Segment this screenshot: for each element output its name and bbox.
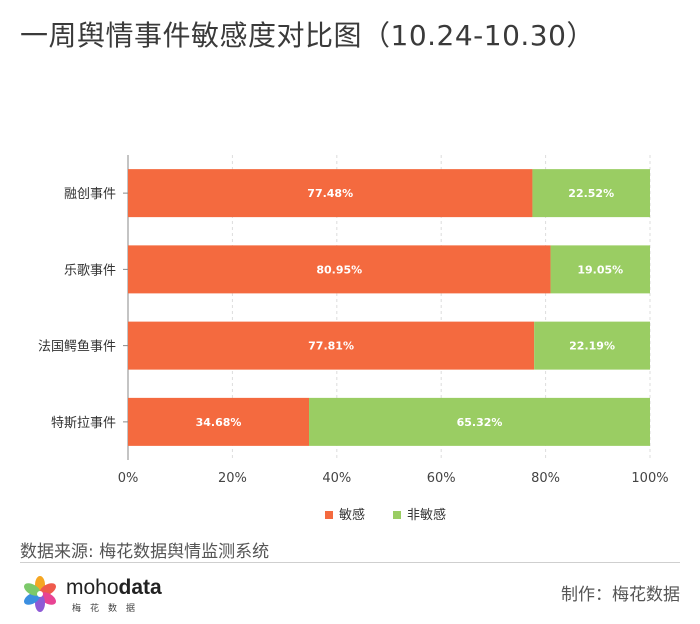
bar-segment	[128, 397, 310, 446]
logo-subtitle: 梅花数据	[72, 604, 145, 614]
legend-swatch	[393, 511, 401, 519]
x-tick-label: 40%	[322, 471, 351, 486]
credit-text: 制作：梅花数据	[561, 585, 680, 605]
bar-segment	[534, 321, 650, 370]
bar-segment	[309, 397, 650, 446]
category-label: 融创事件	[64, 187, 116, 202]
data-label: 19.05%	[577, 263, 623, 276]
footer-divider	[20, 562, 680, 563]
data-label: 34.68%	[196, 416, 242, 429]
chart-title: 一周舆情事件敏感度对比图（10.24-10.30）	[20, 19, 595, 52]
mohodata-logo: mohodata 梅花数据	[20, 574, 170, 614]
bar-segment	[532, 169, 650, 218]
data-label: 22.19%	[569, 340, 615, 353]
category-label: 法国鳄鱼事件	[38, 339, 116, 355]
x-tick-label: 0%	[118, 471, 139, 486]
data-label: 77.81%	[308, 340, 354, 353]
logo-word-light: moho	[66, 576, 119, 599]
bar-segment	[128, 245, 551, 294]
logo-word-bold: data	[118, 576, 162, 599]
data-label: 80.95%	[316, 263, 362, 276]
logo-wordmark: mohodata	[66, 576, 162, 600]
x-tick-label: 20%	[218, 471, 247, 486]
pinwheel-logo-icon	[24, 576, 56, 612]
data-label: 77.48%	[307, 187, 353, 200]
bar-segment	[128, 169, 533, 218]
category-label: 特斯拉事件	[51, 416, 116, 431]
legend-label: 非敏感	[407, 507, 446, 523]
data-source: 数据来源: 梅花数据舆情监测系统	[20, 542, 270, 562]
category-label: 乐歌事件	[64, 263, 116, 278]
bar-segment	[128, 321, 535, 370]
x-tick-label: 80%	[531, 471, 560, 486]
data-label: 22.52%	[568, 187, 614, 200]
legend-label: 敏感	[339, 507, 365, 523]
legend-swatch	[325, 511, 333, 519]
x-tick-label: 60%	[427, 471, 456, 486]
stacked-bar-chart: 0% 20% 40% 60% 80% 100% 融创事件 77.48% 22.52% 乐歌事件 80…	[38, 155, 669, 523]
bar-segment	[550, 245, 650, 294]
x-tick-label: 100%	[631, 471, 668, 486]
data-label: 65.32%	[457, 416, 503, 429]
